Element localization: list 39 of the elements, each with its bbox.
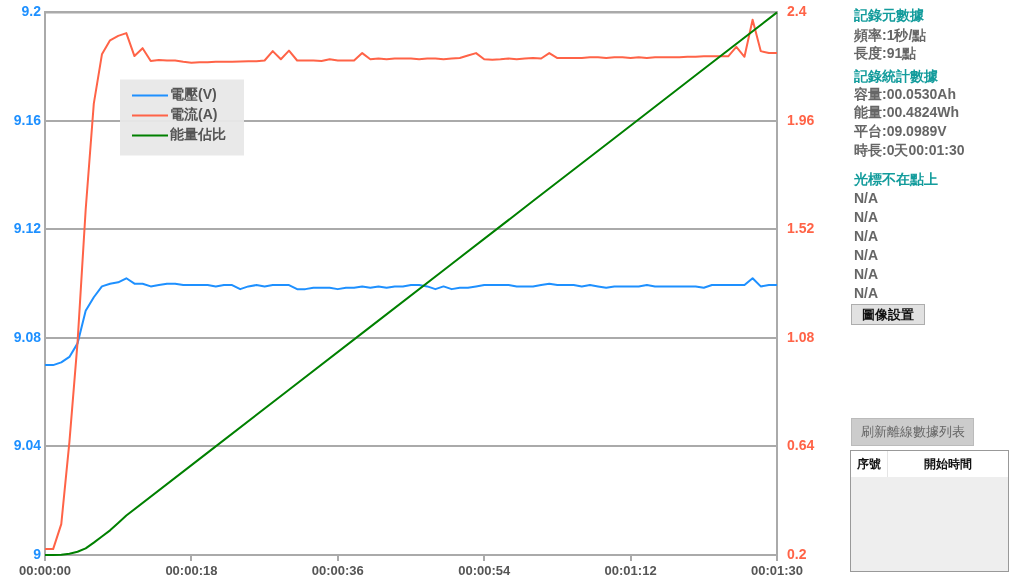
x-tick-label: 00:00:54 [458, 563, 511, 579]
text: N/A [854, 208, 879, 226]
legend-label: 電壓(V) [170, 86, 217, 103]
y-tick-label: 9.08 [13, 328, 42, 345]
text: 長度:91點 [854, 44, 917, 62]
text: N/A [854, 227, 879, 245]
text: 頻率:1秒/點 [854, 26, 927, 44]
y-tick-label: 9.04 [13, 437, 42, 454]
text: N/A [854, 265, 879, 283]
text: 平台:09.0989V [854, 122, 947, 140]
y2-tick-label: 2.4 [787, 3, 807, 20]
text: 能量:00.4824Wh [854, 103, 960, 121]
text: 光標不在點上 [854, 170, 938, 188]
text: N/A [854, 189, 879, 207]
legend-label: 電流(A) [170, 106, 218, 123]
x-tick-label: 00:01:12 [604, 563, 657, 579]
y2-tick-label: 1.96 [787, 111, 815, 128]
text: N/A [854, 246, 879, 264]
text: 時長:0天00:01:30 [854, 141, 965, 159]
text: 記錄元數據 [854, 6, 924, 24]
x-tick-label: 00:01:30 [750, 563, 804, 579]
settings-button: 圖像設置 [851, 304, 925, 325]
x-tick-label: 00:00:36 [311, 563, 364, 579]
x-tick-label: 00:00:00 [18, 563, 72, 579]
y2-tick-label: 1.52 [787, 220, 815, 237]
y2-tick-label: 0.2 [787, 545, 807, 562]
refresh-button: 刷新離線數據列表 [851, 418, 974, 446]
text: 容量:00.0530Ah [854, 85, 956, 103]
list-table: 序號 開始時間 [850, 450, 1009, 572]
y-tick-label: 9 [33, 545, 42, 562]
text: 記錄統計數據 [854, 67, 938, 85]
x-tick-label: 00:00:18 [165, 563, 218, 579]
y2-tick-label: 1.08 [787, 328, 815, 345]
y-tick-label: 9.16 [13, 111, 42, 128]
y2-tick-label: 0.64 [787, 437, 815, 454]
y-tick-label: 9.2 [21, 3, 42, 20]
legend-label: 能量佔比 [170, 126, 226, 143]
text: N/A [854, 284, 879, 302]
y-tick-label: 9.12 [13, 220, 42, 237]
